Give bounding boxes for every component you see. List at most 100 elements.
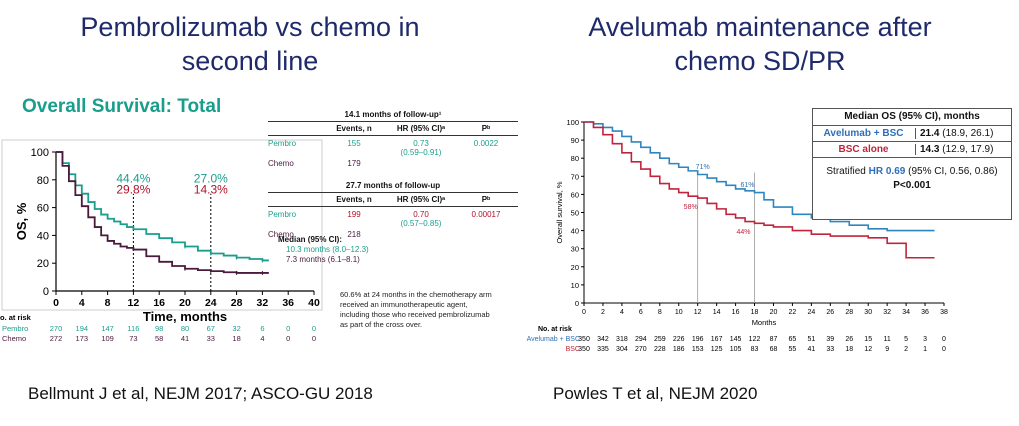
left-table-2-p: 0.00017 <box>471 210 501 219</box>
left-table-2-caption: 27.7 months of follow-up <box>268 181 518 193</box>
right-at-risk-value: 304 <box>616 346 628 353</box>
left-at-risk-value: 272 <box>50 334 63 343</box>
left-at-risk-value: 18 <box>232 334 240 343</box>
right-at-risk-value: 1 <box>923 346 927 353</box>
left-table-2-ci: (0.57–0.85) <box>400 219 442 228</box>
right-y-tick-label: 10 <box>571 281 579 290</box>
left-table-1-arm: Pembro <box>268 139 297 148</box>
right-x-tick-label: 22 <box>789 309 797 316</box>
left-table-2-events: 199 <box>347 210 361 219</box>
right-at-risk-value: 68 <box>770 346 778 353</box>
left-table-1-arm: Chemo <box>268 159 294 168</box>
left-x-tick-label: 8 <box>105 297 111 309</box>
right-at-risk-value: 196 <box>692 336 704 343</box>
left-y-tick-label: 20 <box>37 258 49 270</box>
left-table-2-header-hr: HR (95% CI)ᵃ <box>396 195 446 204</box>
footnote-line: as part of the cross over. <box>340 320 423 329</box>
right-y-tick-label: 100 <box>566 118 579 127</box>
left-x-tick-label: 4 <box>79 297 85 309</box>
left-x-tick-label: 32 <box>257 297 269 309</box>
left-y-tick-label: 60 <box>37 203 49 215</box>
left-at-risk-value: 58 <box>155 334 163 343</box>
left-at-risk-value: 4 <box>260 334 264 343</box>
left-subtitle: Overall Survival: Total <box>22 96 222 117</box>
right-at-risk-value: 226 <box>673 336 685 343</box>
left-table-1-header-events: Events, n <box>336 124 372 133</box>
left-table-1: 14.1 months of follow-up¹ Events, n HR (… <box>268 110 518 168</box>
left-citation: Bellmunt J et al, NEJM 2017; ASCO-GU 201… <box>28 384 373 403</box>
left-x-tick-label: 12 <box>128 297 140 309</box>
right-table-hr-ci: (95% CI, 0.56, 0.86) <box>908 166 998 177</box>
right-x-tick-label: 34 <box>902 309 910 316</box>
table-row: Avelumab + BSC 21.4 (18.9, 26.1) <box>812 125 1012 142</box>
right-annotation-bsc: 58% <box>684 204 698 211</box>
right-at-risk-value: 125 <box>711 346 723 353</box>
right-at-risk-value: 41 <box>807 346 815 353</box>
footnote-line: received an immunotherapeutic agent, <box>340 300 468 309</box>
right-at-risk-value: 153 <box>692 346 704 353</box>
left-table-1-p: 0.0022 <box>473 139 499 148</box>
right-x-tick-label: 0 <box>582 309 586 316</box>
right-table-header: Median OS (95% CI), months <box>844 111 980 122</box>
left-median: Median (95% CI): 10.3 months (8.0–12.3) … <box>278 235 428 265</box>
left-median-label: Median (95% CI): <box>278 235 343 244</box>
right-table-arm-ave: Avelumab + BSC <box>812 128 916 139</box>
left-at-risk-arm: Pembro <box>2 324 28 333</box>
left-at-risk-value: 98 <box>155 324 163 333</box>
right-at-risk-value: 350 <box>578 346 590 353</box>
right-y-tick-label: 60 <box>571 190 579 199</box>
right-x-tick-label: 10 <box>675 309 683 316</box>
right-at-risk-value: 342 <box>597 336 609 343</box>
left-at-risk-value: 173 <box>76 334 89 343</box>
right-table-ci-ave: (18.9, 26.1) <box>942 128 994 139</box>
left-table-1-header-hr: HR (95% CI)ᵃ <box>396 124 446 133</box>
right-at-risk-value: 0 <box>942 346 946 353</box>
left-at-risk-value: 41 <box>181 334 189 343</box>
right-at-risk-value: 11 <box>884 336 891 343</box>
right-at-risk-value: 33 <box>826 346 834 353</box>
right-citation: Powles T et al, NEJM 2020 <box>553 384 758 403</box>
right-at-risk-value: 0 <box>942 336 946 343</box>
right-median-table <box>812 108 1012 220</box>
right-at-risk-value: 9 <box>885 346 889 353</box>
left-at-risk-value: 33 <box>207 334 215 343</box>
right-y-tick-label: 50 <box>571 209 579 218</box>
footnote-line: including those who received pembrolizum… <box>340 310 490 319</box>
left-table-1-caption: 14.1 months of follow-up¹ <box>268 110 518 122</box>
left-median-pembro: 10.3 months (8.0–12.3) <box>286 245 369 254</box>
left-median-chemo: 7.3 months (6.1–8.1) <box>286 255 360 264</box>
right-at-risk-value: 51 <box>807 336 815 343</box>
left-annotation-chemo: 14.3% <box>194 183 228 197</box>
right-x-tick-label: 20 <box>770 309 778 316</box>
right-at-risk-value: 167 <box>711 336 723 343</box>
right-at-risk-value: 2 <box>904 346 908 353</box>
left-at-risk-value: 109 <box>101 334 114 343</box>
left-table-1-hr: 0.73 <box>413 139 429 148</box>
right-table-value-ave: 21.4 <box>920 128 940 139</box>
left-at-risk-value: 0 <box>312 334 316 343</box>
right-x-tick-label: 8 <box>658 309 662 316</box>
right-at-risk-value: 270 <box>635 346 647 353</box>
right-at-risk-value: 39 <box>826 336 834 343</box>
right-at-risk-value: 228 <box>654 346 666 353</box>
right-x-tick-label: 6 <box>639 309 643 316</box>
left-y-tick-label: 100 <box>31 147 49 159</box>
table-row: Chemo 218 <box>268 228 518 239</box>
left-x-tick-label: 16 <box>153 297 165 309</box>
right-at-risk-value: 259 <box>654 336 666 343</box>
right-table-arm-bsc: BSC alone <box>812 144 916 155</box>
right-y-tick-label: 0 <box>575 299 579 308</box>
left-y-axis-label: OS, % <box>14 202 29 240</box>
right-series-bsc <box>584 121 935 259</box>
left-at-risk-value: 32 <box>232 324 240 333</box>
right-y-tick-label: 40 <box>571 227 579 236</box>
right-y-tick-label: 20 <box>571 263 579 272</box>
right-at-risk-value: 12 <box>864 346 872 353</box>
right-table-hr: HR 0.69 <box>868 166 906 177</box>
left-table-1-header-p: Pᵇ <box>481 124 491 133</box>
right-table-ci-bsc: (12.9, 17.9) <box>942 144 994 155</box>
right-at-risk-value: 318 <box>616 336 628 343</box>
left-x-axis-label: Time, months <box>143 309 227 324</box>
left-table-2-hr: 0.70 <box>413 210 429 219</box>
